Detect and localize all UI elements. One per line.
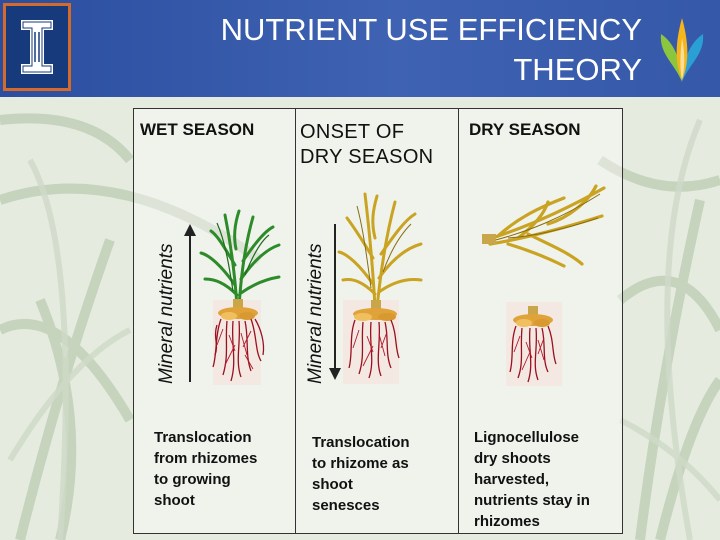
yellowing-plant: [337, 192, 423, 384]
wet-season-caption: Translocation from rhizomes to growing s…: [154, 429, 258, 509]
dry-season-heading: DRY SEASON: [469, 120, 581, 139]
rhizome-with-roots: [506, 302, 562, 386]
panel-divider: [295, 108, 296, 534]
mineral-nutrients-label: Mineral nutrients: [156, 243, 177, 384]
dry-season-caption: Lignocellulose dry shoots harvested, nut…: [474, 429, 590, 530]
leaf-logo-icon: [660, 18, 704, 82]
title-line-1: NUTRIENT USE EFFICIENCY: [220, 12, 642, 47]
wet-season-heading: WET SEASON: [140, 120, 255, 139]
arrow-down-icon: [329, 224, 341, 380]
mineral-nutrients-label: Mineral nutrients: [305, 243, 326, 384]
title-line-2: THEORY: [513, 52, 642, 87]
onset-dry-season-heading: ONSET OF DRY SEASON: [300, 121, 434, 168]
panel-divider: [458, 108, 459, 534]
onset-dry-season-caption: Translocation to rhizome as shoot senesc…: [312, 434, 410, 514]
title-banner: [0, 0, 720, 97]
page-title: NUTRIENT USE EFFICIENCY THEORY: [122, 10, 642, 90]
block-i-icon: [21, 20, 53, 74]
harvested-dry-shoots: [482, 184, 606, 268]
university-logo: [3, 3, 71, 91]
arrow-up-icon: [184, 224, 196, 382]
green-growing-plant: [199, 209, 281, 385]
